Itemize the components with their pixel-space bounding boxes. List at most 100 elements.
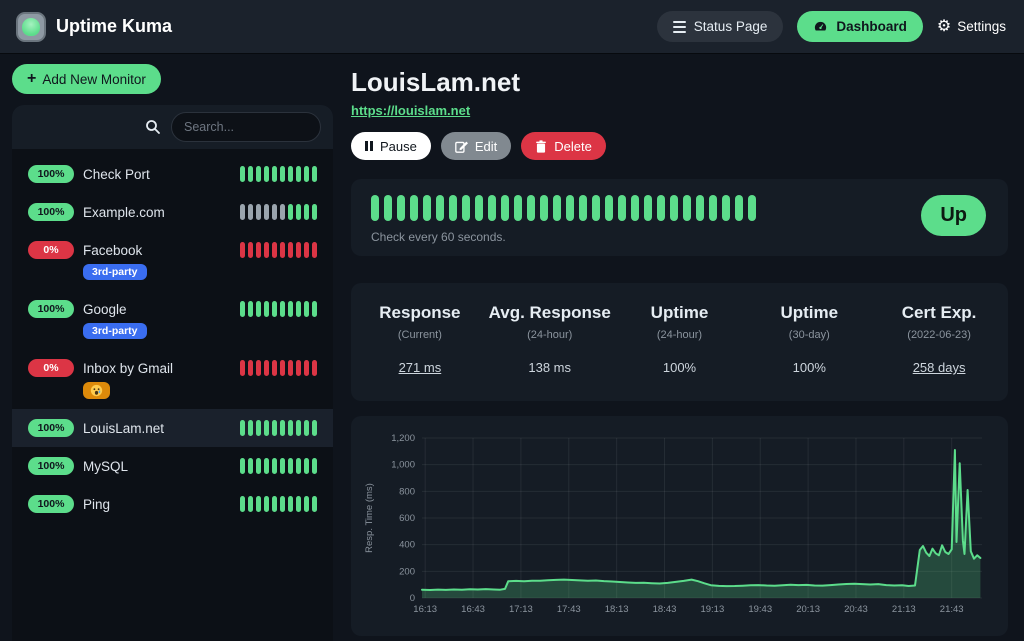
- heartbeat-down: [264, 360, 269, 376]
- mini-heartbeat-bars: [240, 496, 317, 512]
- stat-label: Response: [379, 303, 461, 322]
- heartbeat-up: [272, 301, 277, 317]
- heartbeat-up: [501, 195, 509, 221]
- stat-sublabel: (Current): [397, 329, 442, 341]
- logo-dome: [22, 17, 40, 36]
- heartbeat-up: [288, 301, 293, 317]
- heartbeat-up: [296, 301, 301, 317]
- brand[interactable]: Uptime Kuma: [16, 11, 172, 42]
- monitor-url-link[interactable]: https://louislam.net: [351, 103, 471, 118]
- heartbeat-down: [256, 242, 261, 258]
- tag-line: [83, 382, 317, 399]
- search-bar: [12, 105, 333, 149]
- monitor-name: Ping: [83, 496, 111, 512]
- stat-sublabel: (2022-06-23): [907, 329, 971, 341]
- heartbeat-up: [384, 195, 392, 221]
- pause-button[interactable]: Pause: [351, 132, 431, 160]
- heartbeat-up: [280, 420, 285, 436]
- heartbeat-down: [288, 242, 293, 258]
- monitor-list-item[interactable]: 0% Facebook 3rd-party: [12, 231, 333, 290]
- heartbeat-down: [312, 242, 317, 258]
- heartbeat-up: [592, 195, 600, 221]
- heartbeat-up: [312, 301, 317, 317]
- stat-value[interactable]: 271 ms: [398, 360, 442, 375]
- monitor-name: Example.com: [83, 204, 165, 220]
- settings-button[interactable]: ⚙ Settings: [936, 17, 1006, 35]
- heartbeat-up: [312, 458, 317, 474]
- stat-column: Avg. Response (24-hour) 138 ms: [485, 303, 615, 377]
- search-input[interactable]: [171, 112, 321, 142]
- heartbeat-up: [312, 496, 317, 512]
- monitor-list-item[interactable]: 100% LouisLam.net: [12, 409, 333, 447]
- add-new-monitor-button[interactable]: + Add New Monitor: [12, 64, 161, 94]
- heartbeat-up: [722, 195, 730, 221]
- uptime-percentage-badge: 0%: [28, 241, 74, 259]
- gear-icon: ⚙: [936, 17, 952, 35]
- heartbeat-up: [410, 195, 418, 221]
- heartbeat-up: [280, 496, 285, 512]
- monitor-list-item[interactable]: 100% Example.com: [12, 193, 333, 231]
- heartbeat-up: [256, 496, 261, 512]
- uptime-percentage-badge: 100%: [28, 165, 74, 183]
- list-icon: [672, 20, 686, 33]
- heartbeat-up: [475, 195, 483, 221]
- heartbeat-up: [296, 204, 301, 220]
- stat-label: Avg. Response: [488, 303, 611, 322]
- heartbeat-bars: [371, 195, 767, 221]
- heartbeat-up: [657, 195, 665, 221]
- trash-icon: [536, 139, 547, 153]
- uptime-percentage-badge: 100%: [28, 457, 74, 475]
- tag-line: 3rd-party: [83, 323, 317, 339]
- svg-text:200: 200: [399, 566, 415, 577]
- svg-text:16:13: 16:13: [413, 604, 437, 615]
- monitor-list-item[interactable]: 100% Check Port: [12, 155, 333, 193]
- status-page-button[interactable]: Status Page: [656, 11, 784, 42]
- heartbeat-up: [264, 166, 269, 182]
- mini-heartbeat-bars: [240, 458, 317, 474]
- heartbeat-empty: [280, 204, 285, 220]
- heartbeat-up: [288, 496, 293, 512]
- mini-heartbeat-bars: [240, 360, 317, 376]
- stats-card: Response (Current) 271 ms Avg. Response …: [351, 283, 1008, 401]
- navbar-right: Status Page Dashboard ⚙ Settings: [656, 11, 1006, 42]
- stat-value[interactable]: 258 days: [912, 360, 966, 375]
- monitor-list-item[interactable]: 100% MySQL: [12, 447, 333, 485]
- svg-text:400: 400: [399, 540, 415, 551]
- heartbeat-up: [240, 420, 245, 436]
- svg-text:21:13: 21:13: [891, 604, 915, 615]
- heartbeat-up: [605, 195, 613, 221]
- heartbeat-up: [304, 301, 309, 317]
- heartbeat-down: [264, 242, 269, 258]
- heartbeat-up: [670, 195, 678, 221]
- heartbeat-up: [488, 195, 496, 221]
- monitor-name: LouisLam.net: [83, 420, 165, 436]
- monitor-list-item[interactable]: 100% Ping: [12, 485, 333, 523]
- heartbeat-down: [296, 360, 301, 376]
- heartbeat-up: [304, 420, 309, 436]
- stat-column: Uptime (30-day) 100%: [744, 303, 874, 377]
- heartbeat-empty: [256, 204, 261, 220]
- heartbeat-up: [280, 166, 285, 182]
- delete-button[interactable]: Delete: [521, 132, 606, 160]
- heartbeat-down: [240, 360, 245, 376]
- heartbeat-down: [288, 360, 293, 376]
- status-badge[interactable]: Up: [921, 195, 986, 236]
- stat-column: Cert Exp. (2022-06-23) 258 days: [874, 303, 1004, 377]
- heartbeat-down: [304, 242, 309, 258]
- monitor-panel: 100% Check Port 100% Example.com 0% Face…: [12, 105, 333, 641]
- stat-label: Uptime: [650, 303, 709, 322]
- svg-text:19:13: 19:13: [700, 604, 724, 615]
- edit-button[interactable]: Edit: [440, 132, 512, 160]
- main-content: LouisLam.net https://louislam.net Pause …: [333, 54, 1024, 641]
- monitor-tag: 3rd-party: [83, 264, 147, 280]
- monitor-list-item[interactable]: 100% Google 3rd-party: [12, 290, 333, 349]
- sidebar: + Add New Monitor 100% Check Port 100% E…: [0, 54, 333, 641]
- monitor-list-item[interactable]: 0% Inbox by Gmail: [12, 349, 333, 409]
- dashboard-button[interactable]: Dashboard: [797, 11, 923, 42]
- monitor-name: MySQL: [83, 458, 129, 474]
- heartbeat-up: [709, 195, 717, 221]
- heartbeat-up: [371, 195, 379, 221]
- heartbeat-up: [462, 195, 470, 221]
- monitor-list: 100% Check Port 100% Example.com 0% Face…: [12, 149, 333, 523]
- heartbeat-down: [304, 360, 309, 376]
